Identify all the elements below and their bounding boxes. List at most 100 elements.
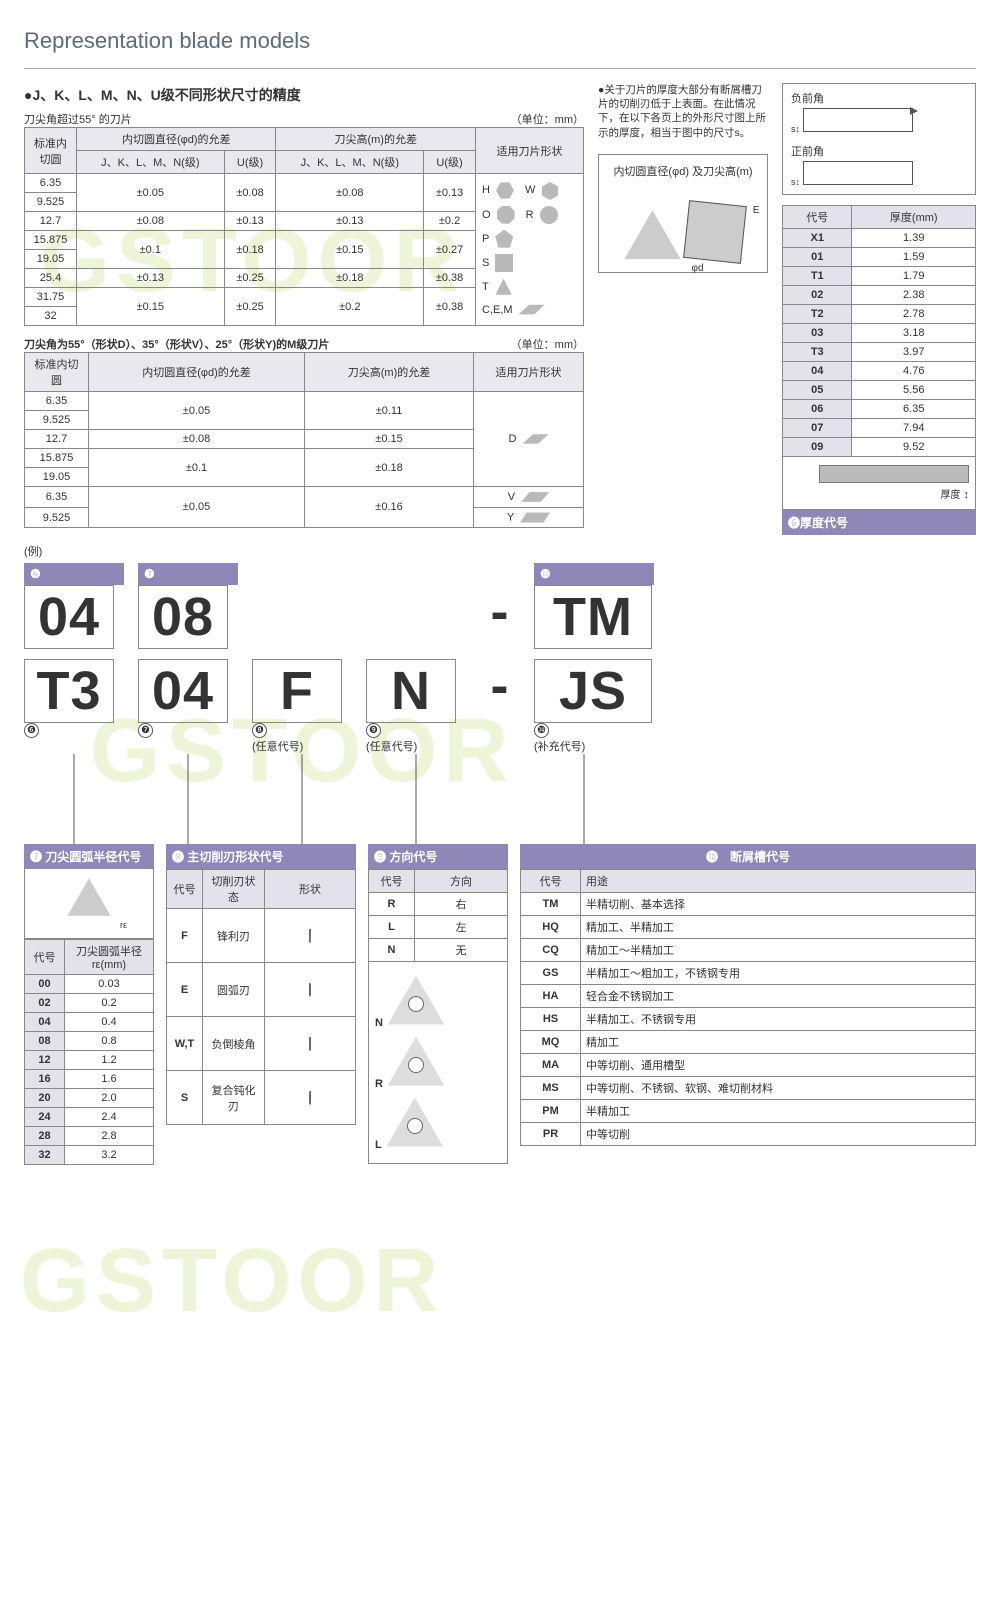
cell: ±0.13 — [424, 174, 476, 212]
rake-pos-label: 正前角 — [791, 143, 967, 159]
cell: ±0.18 — [224, 231, 276, 269]
cell: HQ — [521, 916, 581, 939]
cell: 9.525 — [25, 508, 89, 528]
col: 用途 — [581, 870, 976, 893]
tri-label: R — [375, 1078, 383, 1090]
cell: 精加工～半精加工 — [581, 939, 976, 962]
cell: 00 — [25, 975, 65, 994]
opt-label: (任意代号) — [252, 738, 352, 754]
cell: 左 — [415, 916, 508, 939]
cell: 01 — [783, 248, 852, 267]
cell: 半精加工～粗加工，不锈钢专用 — [581, 962, 976, 985]
cell: 1.79 — [852, 267, 976, 286]
code: 08 — [152, 587, 214, 647]
section1-unit: （单位：mm） — [511, 111, 584, 127]
cell: TM — [521, 893, 581, 916]
col: 标准内切圆 — [25, 353, 89, 392]
col: 代号 — [521, 870, 581, 893]
cell: 2.4 — [65, 1108, 154, 1127]
cell: W,T — [167, 1017, 203, 1071]
cell: 精加工 — [581, 1031, 976, 1054]
cell: ±0.15 — [77, 288, 225, 326]
tolerance-table-2: 标准内切圆 内切圆直径(φd)的允差 刀尖高(m)的允差 适用刀片形状 6.35… — [24, 352, 584, 528]
cell: F — [167, 909, 203, 963]
cell: 3.18 — [852, 324, 976, 343]
mark: ❽ — [252, 723, 267, 738]
code: 04 — [152, 661, 214, 721]
cell: T2 — [783, 305, 852, 324]
cell: 精加工、半精加工 — [581, 916, 976, 939]
divider — [24, 68, 976, 69]
cell: 04 — [783, 362, 852, 381]
cell: 16 — [25, 1070, 65, 1089]
cell: ±0.16 — [305, 487, 474, 528]
cell: 15.875 — [25, 449, 89, 468]
col-c: 刀尖高(m)的允差 — [276, 128, 476, 151]
cell: 右 — [415, 893, 508, 916]
cell: ±0.15 — [276, 231, 424, 269]
cell: ±0.05 — [89, 487, 305, 528]
cell: 1.2 — [65, 1051, 154, 1070]
cell: 07 — [783, 419, 852, 438]
code: JS — [559, 661, 627, 721]
col-c2: U(级) — [424, 151, 476, 174]
thickness-diagram: 厚度 ↕ — [782, 457, 976, 510]
cell: ±0.13 — [276, 212, 424, 231]
shape-cell: V — [474, 487, 584, 508]
cell: 6.35 — [25, 174, 77, 193]
cell: PR — [521, 1123, 581, 1146]
cell: 9.52 — [852, 438, 976, 457]
cell: 19.05 — [25, 468, 89, 487]
cell: 7.94 — [852, 419, 976, 438]
col: 刀尖高(m)的允差 — [305, 353, 474, 392]
cell: ±0.08 — [224, 174, 276, 212]
cell: 24 — [25, 1108, 65, 1127]
side-note: ●关于刀片的厚度大部分有断屑槽刀片的切削刃低于上表面。在此情况下，在以下各页上的… — [598, 83, 768, 140]
cell: S — [167, 1071, 203, 1125]
code: F — [280, 661, 314, 721]
cell: ±0.08 — [276, 174, 424, 212]
mark: ❿ — [540, 567, 551, 581]
col-c1: J、K、L、M、N(级) — [276, 151, 424, 174]
mark: ❻ — [24, 723, 39, 738]
cell: 05 — [783, 381, 852, 400]
col: 厚度(mm) — [852, 206, 976, 229]
cell: 12.7 — [25, 430, 89, 449]
cell: 0.03 — [65, 975, 154, 994]
cell: 02 — [783, 286, 852, 305]
cell: ±0.05 — [89, 392, 305, 430]
col-a: 标准内切圆 — [25, 128, 77, 174]
cell: T1 — [783, 267, 852, 286]
cell: E — [167, 963, 203, 1017]
cell: ±0.13 — [77, 269, 225, 288]
cell: 2.78 — [852, 305, 976, 324]
cell: 1.6 — [65, 1070, 154, 1089]
cell: 9.525 — [25, 411, 89, 430]
example-label: (例) — [24, 543, 976, 559]
panel-8: ❽ 主切削刃形状代号 代号 切削刃状态 形状 F 锋利刃 E 圆弧刃 W,T 负… — [166, 844, 356, 1125]
cell: 半精加工 — [581, 1100, 976, 1123]
cell: MS — [521, 1077, 581, 1100]
panel-title: ❿ 断屑槽代号 — [520, 844, 976, 869]
panel-7: ❼ 刀尖圆弧半径代号 rε 代号 刀尖圆弧半径rε(mm) 000.03020.… — [24, 844, 154, 1165]
cell: 锋利刃 — [203, 909, 265, 963]
cell: ±0.27 — [424, 231, 476, 269]
cell: HA — [521, 985, 581, 1008]
mark: ❻ — [30, 567, 41, 581]
section1-heading: ●J、K、L、M、N、U级不同形状尺寸的精度 — [24, 85, 584, 105]
cell: 12.7 — [25, 212, 77, 231]
cell: 20 — [25, 1089, 65, 1108]
cell: 09 — [783, 438, 852, 457]
cell: ±0.08 — [77, 212, 225, 231]
page-title: Representation blade models — [24, 28, 976, 54]
section1-sub: 刀尖角超过55° 的刀片 — [24, 111, 132, 127]
col: 内切圆直径(φd)的允差 — [89, 353, 305, 392]
connector-area — [24, 754, 976, 844]
cell: ±0.25 — [224, 288, 276, 326]
col-b2: U(级) — [224, 151, 276, 174]
panel-title: ❼ 刀尖圆弧半径代号 — [24, 844, 154, 869]
rake-box: 负前角 s↕ 正前角 s↕ — [782, 83, 976, 195]
cell: 31.75 — [25, 288, 77, 307]
col-d: 适用刀片形状 — [476, 128, 584, 174]
thickness-table: 代号 厚度(mm) X11.39011.59T11.79022.38T22.78… — [782, 205, 976, 457]
